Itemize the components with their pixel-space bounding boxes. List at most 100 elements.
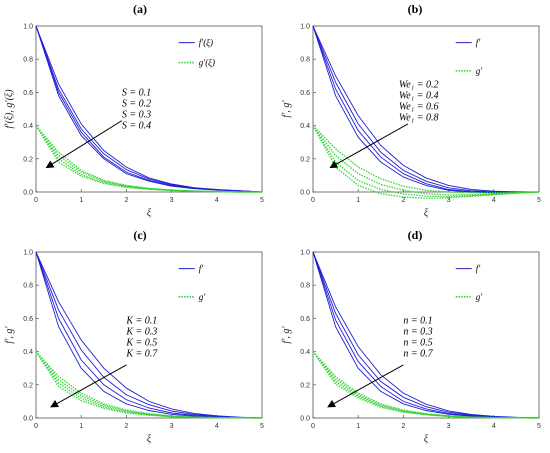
- plot-frame: [312, 251, 540, 419]
- y-tick-label: 0.6: [300, 316, 310, 323]
- y-tick-label: 0.2: [23, 156, 33, 163]
- legend-label: g′(ξ): [199, 58, 215, 68]
- x-tick-label: 2: [124, 423, 128, 430]
- param-label: We₁ = 0.4: [399, 90, 439, 101]
- g-curve-0.7: [35, 351, 263, 419]
- x-tick-label: 5: [260, 197, 264, 204]
- y-axis-label: f′, g′: [281, 100, 292, 118]
- param-label: S = 0.2: [122, 99, 151, 110]
- param-label: K = 0.1: [125, 315, 157, 326]
- g-curve-0.4: [312, 125, 540, 196]
- x-tick-label: 3: [170, 197, 174, 204]
- y-tick-label: 1.0: [300, 24, 310, 31]
- param-label: K = 0.5: [125, 337, 157, 348]
- y-tick-label: 0.0: [23, 416, 33, 423]
- g-curve-0.1: [35, 125, 262, 193]
- x-tick-label: 4: [215, 197, 219, 204]
- y-tick-label: 0.8: [23, 283, 33, 290]
- y-tick-label: 0.2: [300, 156, 310, 163]
- x-tick-label: 5: [537, 197, 541, 204]
- g-curve-0.5: [312, 351, 540, 419]
- x-tick-label: 3: [170, 423, 174, 430]
- trend-arrow: [329, 123, 409, 169]
- param-label: n = 0.3: [403, 326, 432, 337]
- plot-frame: [35, 251, 263, 419]
- param-label: S = 0.4: [122, 121, 151, 132]
- y-tick-label: 1.0: [23, 250, 33, 257]
- legend-label: g′: [476, 292, 484, 302]
- x-tick-label: 4: [492, 423, 496, 430]
- x-tick-label: 1: [356, 197, 360, 204]
- g-curve-0.4: [35, 125, 262, 193]
- y-tick-label: 0.4: [23, 349, 33, 356]
- g-curve-0.3: [35, 351, 263, 419]
- trend-arrow: [50, 364, 127, 408]
- y-axis-label: f′, g′: [4, 326, 15, 344]
- x-tick-label: 4: [492, 197, 496, 204]
- x-axis-label: ξ: [147, 434, 152, 445]
- y-tick-label: 0.4: [300, 123, 310, 130]
- param-label: K = 0.3: [125, 326, 157, 337]
- panel-title: (a): [133, 2, 147, 16]
- legend-label: f′: [199, 264, 205, 274]
- x-tick-label: 1: [79, 423, 83, 430]
- x-tick-label: 5: [260, 423, 264, 430]
- plot-frame: [312, 25, 540, 193]
- legend-label: f′: [476, 38, 482, 48]
- plot-frame: [35, 25, 263, 193]
- g-curve-0.2: [35, 125, 262, 193]
- param-label: n = 0.1: [403, 315, 432, 326]
- f-curve-0.8: [312, 25, 540, 193]
- x-tick-label: 2: [124, 197, 128, 204]
- y-tick-label: 0.6: [23, 90, 33, 97]
- x-axis-label: ξ: [147, 208, 152, 219]
- g-curve-0.2: [312, 125, 540, 194]
- y-tick-label: 0.8: [300, 283, 310, 290]
- panel-b: (b) 0 1 2 3 4 5 0.0 0.2 0.4 0.6 0.8 1.0 ξ f′, g′ f′ g′ We…: [281, 2, 541, 219]
- panel-title: (b): [408, 2, 423, 16]
- x-tick-label: 0: [34, 423, 38, 430]
- g-curve-0.3: [35, 125, 262, 193]
- g-curve-0.8: [312, 125, 540, 199]
- param-label: We₁ = 0.2: [399, 79, 439, 90]
- panel-c: (c) 0 1 2 3 4 5 0.0 0.2 0.4 0.6 0.8 1.0 ξ f′, g′ f′ g′ K …: [4, 228, 264, 445]
- param-label: K = 0.7: [125, 348, 158, 359]
- panel-a: (a) 0 1 2 3 4 5 0.0 0.2 0.4 0.6 0.8 1.0 ξ f′(ξ), g′(ξ)…: [4, 2, 264, 219]
- x-tick-label: 5: [537, 423, 541, 430]
- x-axis-label: ξ: [424, 208, 429, 219]
- y-tick-label: 0.0: [300, 190, 310, 197]
- legend-label: f′(ξ): [199, 38, 213, 48]
- y-axis-label: f′, g′: [281, 326, 292, 344]
- x-tick-label: 1: [79, 197, 83, 204]
- param-label: S = 0.3: [122, 110, 151, 121]
- trend-arrow: [327, 364, 404, 408]
- x-tick-label: 4: [215, 423, 219, 430]
- x-tick-label: 0: [311, 197, 315, 204]
- x-tick-label: 2: [401, 197, 405, 204]
- f-curve-0.7: [35, 251, 263, 419]
- g-curve-0.7: [312, 351, 540, 419]
- legend-label: f′: [476, 264, 482, 274]
- y-tick-label: 0.4: [300, 349, 310, 356]
- param-label: S = 0.1: [122, 88, 151, 99]
- y-tick-label: 0.6: [300, 90, 310, 97]
- legend-label: g′: [199, 292, 207, 302]
- y-tick-label: 0.6: [23, 316, 33, 323]
- x-tick-label: 3: [447, 423, 451, 430]
- y-tick-label: 0.8: [300, 57, 310, 64]
- panel-title: (d): [408, 228, 423, 242]
- x-tick-label: 0: [311, 423, 315, 430]
- legend-label: g′: [476, 66, 484, 76]
- x-tick-label: 2: [401, 423, 405, 430]
- y-tick-label: 0.8: [23, 57, 33, 64]
- f-curve-0.4: [35, 25, 263, 193]
- g-curve-0.1: [312, 351, 540, 419]
- y-tick-label: 1.0: [23, 24, 33, 31]
- y-tick-label: 0.2: [23, 382, 33, 389]
- y-tick-label: 0.2: [300, 382, 310, 389]
- x-tick-label: 0: [34, 197, 38, 204]
- f-curve-0.7: [312, 251, 540, 419]
- g-curve-0.6: [312, 125, 540, 198]
- g-curve-0.3: [312, 351, 540, 419]
